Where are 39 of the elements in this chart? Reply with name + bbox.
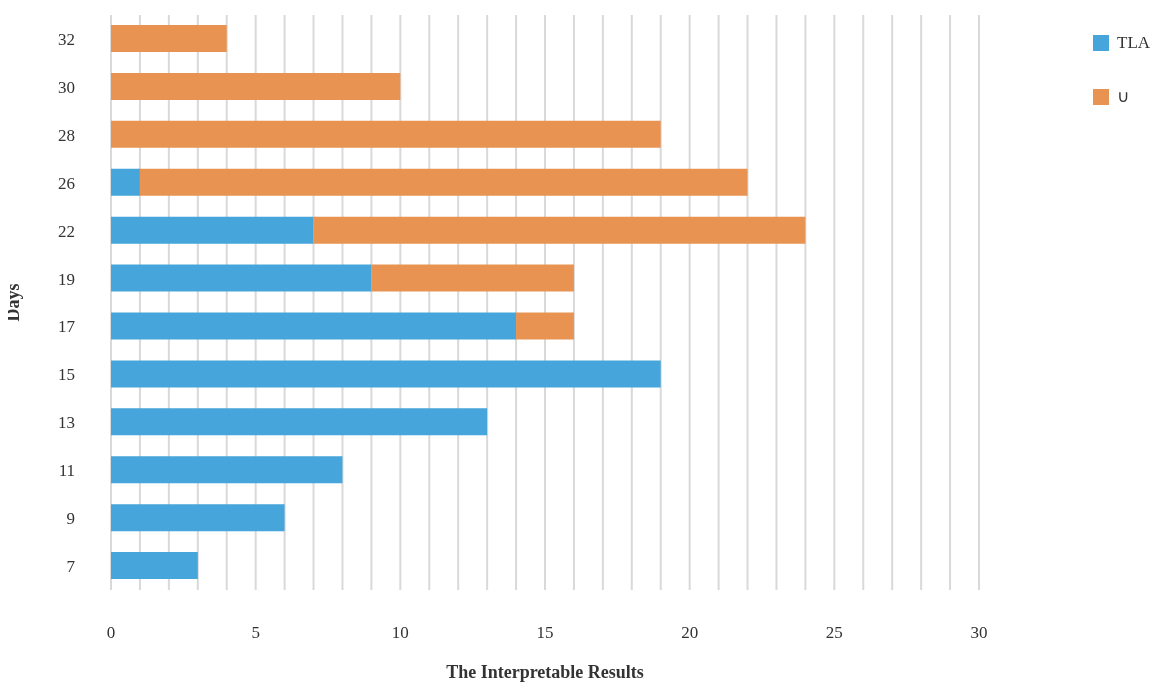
- x-tick-label: 20: [681, 623, 699, 643]
- bar: [371, 264, 574, 292]
- y-tick-label: 19: [58, 269, 75, 289]
- x-tick-label: 30: [970, 623, 988, 643]
- y-tick-label: 9: [66, 509, 75, 529]
- bar: [313, 216, 806, 244]
- y-tick-label: 15: [58, 365, 75, 385]
- legend-label: ∪: [1117, 86, 1129, 107]
- bar: [111, 216, 314, 244]
- y-tick-label: 13: [58, 413, 75, 433]
- bar: [111, 264, 372, 292]
- y-tick-label: 28: [58, 125, 75, 145]
- bar: [111, 456, 343, 484]
- y-tick-label: 17: [58, 317, 76, 337]
- x-tick-label: 5: [251, 623, 260, 643]
- bar: [111, 360, 661, 388]
- y-tick-label: 30: [58, 77, 75, 97]
- y-tick-label: 26: [58, 173, 75, 193]
- x-tick-label: 0: [106, 623, 116, 643]
- y-tick-label: 7: [66, 557, 76, 577]
- bar: [139, 168, 748, 196]
- bar: [111, 312, 517, 340]
- y-tick-label: 22: [58, 221, 75, 241]
- legend-label: TLA: [1117, 33, 1151, 53]
- x-tick-label: 15: [536, 623, 554, 643]
- bar: [111, 25, 227, 52]
- y-tick-label: 32: [58, 29, 75, 49]
- bar: [111, 168, 140, 196]
- bar: [111, 408, 488, 436]
- bar: [111, 72, 401, 100]
- y-axis-title: Days: [3, 283, 24, 322]
- y-tick-label: 11: [58, 461, 75, 481]
- x-tick-label: 10: [391, 623, 409, 643]
- bar: [516, 312, 574, 340]
- bar: [111, 120, 661, 148]
- bar: [111, 504, 285, 532]
- x-tick-label: 25: [825, 623, 843, 643]
- x-axis-title: The Interpretable Results: [446, 662, 644, 682]
- bar: [111, 552, 198, 580]
